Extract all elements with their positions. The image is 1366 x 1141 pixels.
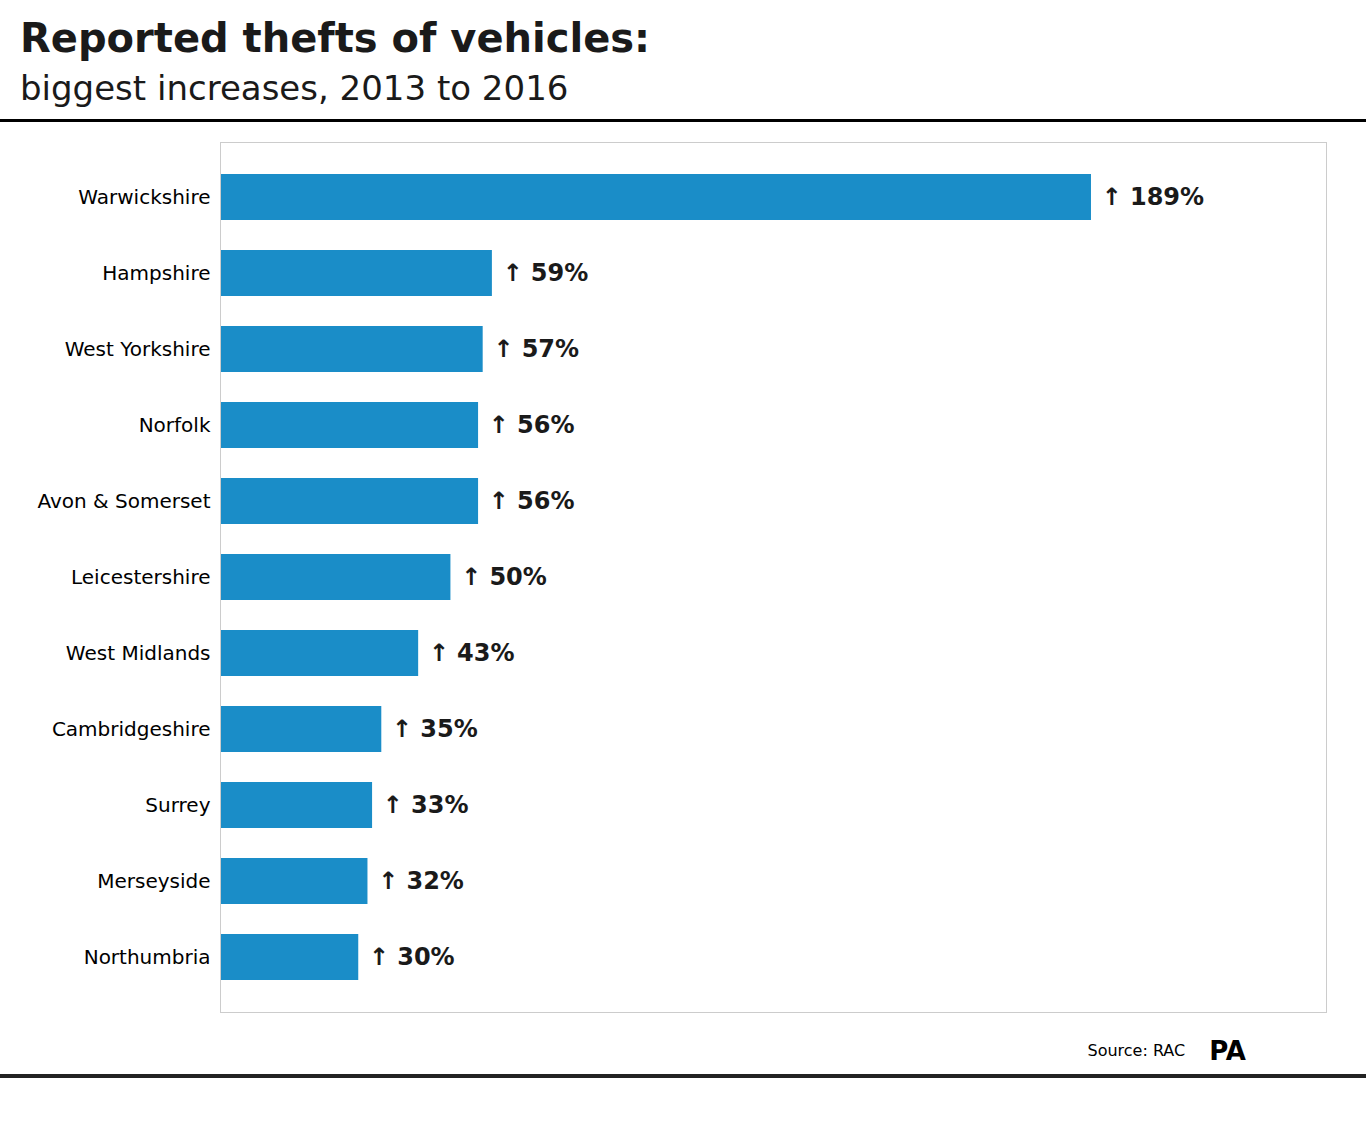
svg-text:↑ 35%: ↑ 35%	[392, 715, 478, 743]
html-text:Source: RAC: Source: RAC	[1087, 1041, 1186, 1061]
svg-text:↑ 57%: ↑ 57%	[493, 335, 579, 363]
svg-text:↑ 189%: ↑ 189%	[1101, 183, 1204, 211]
html-text:biggest increases, 2013 to 201: biggest increases, 2013 to 2016	[20, 68, 569, 108]
svg-text:↑ 56%: ↑ 56%	[489, 487, 575, 515]
svg-text:↑ 33%: ↑ 33%	[383, 791, 469, 819]
html-text:Reported thefts of vehicles:: Reported thefts of vehicles:	[20, 15, 651, 61]
svg-text:↑ 32%: ↑ 32%	[378, 867, 464, 895]
svg-text:Northumbria: Northumbria	[84, 945, 211, 969]
svg-text:Cambridgeshire: Cambridgeshire	[52, 717, 211, 741]
svg-text:↑ 30%: ↑ 30%	[369, 943, 455, 971]
svg-text:↑ 50%: ↑ 50%	[461, 563, 547, 591]
svg-text:Warwickshire: Warwickshire	[78, 185, 210, 209]
svg-text:Hampshire: Hampshire	[102, 261, 210, 285]
svg-text:Avon & Somerset: Avon & Somerset	[37, 489, 210, 513]
svg-text:↑ 43%: ↑ 43%	[429, 639, 515, 667]
svg-text:Surrey: Surrey	[145, 793, 210, 817]
svg-text:Merseyside: Merseyside	[97, 869, 210, 893]
svg-text:West Midlands: West Midlands	[66, 641, 211, 665]
svg-text:Leicestershire: Leicestershire	[71, 565, 210, 589]
html-text:PA: PA	[1209, 1035, 1246, 1066]
svg-text:↑ 59%: ↑ 59%	[502, 259, 588, 287]
svg-text:↑ 56%: ↑ 56%	[489, 411, 575, 439]
svg-text:Norfolk: Norfolk	[139, 413, 211, 437]
svg-text:West Yorkshire: West Yorkshire	[65, 337, 211, 361]
